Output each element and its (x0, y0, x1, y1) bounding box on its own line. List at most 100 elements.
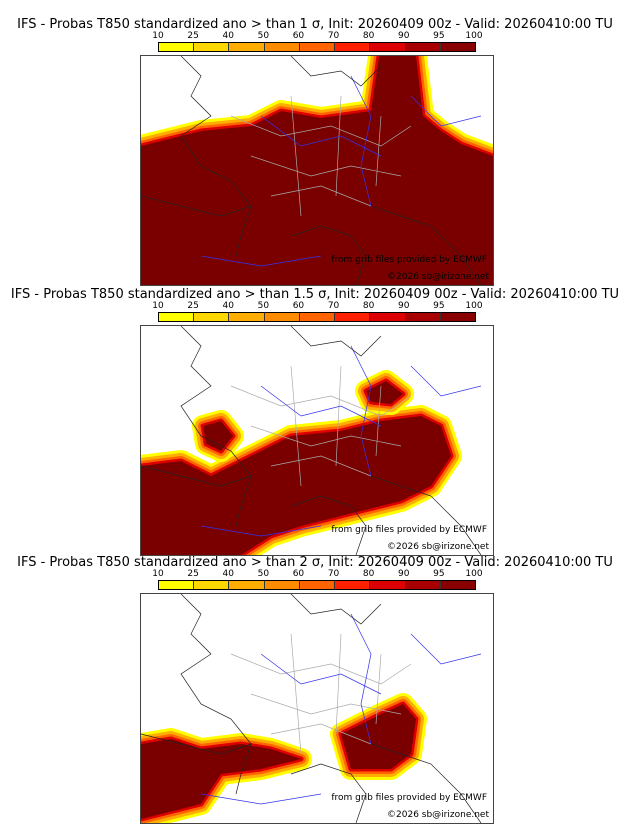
coastline (290, 326, 382, 357)
colorbar-swatch (194, 581, 230, 589)
colorbar-tick: 50 (257, 31, 270, 41)
river (410, 633, 482, 665)
colorbar-swatch (370, 581, 406, 589)
river (350, 75, 372, 207)
river (260, 653, 382, 695)
map-canvas (141, 594, 482, 823)
colorbar-ticks: 10 25 40 50 60 70 80 90 95 100 (152, 301, 482, 311)
river (350, 345, 372, 477)
colorbar-tick: 80 (362, 569, 375, 579)
coastline (180, 326, 252, 527)
river (410, 95, 482, 127)
source-credit: from grib files provided by ECMWF (331, 793, 487, 803)
colorbar-swatch (335, 43, 371, 51)
colorbar-swatch (335, 581, 371, 589)
colorbar-tick: 100 (465, 31, 483, 41)
colorbar (158, 580, 476, 590)
probability-map[interactable]: from grib files provided by ECMWF ©2026 … (140, 55, 494, 286)
probability-map[interactable]: from grib files provided by ECMWF ©2026 … (140, 325, 494, 556)
colorbar-tick: 10 (152, 301, 164, 311)
colorbar-swatch (440, 43, 475, 51)
river (410, 365, 482, 397)
colorbar-tick: 80 (362, 31, 375, 41)
colorbar-swatch (299, 43, 336, 51)
colorbar-tick: 80 (362, 301, 375, 311)
colorbar-tick: 25 (187, 31, 199, 41)
colorbar (158, 42, 476, 52)
colorbar-swatch (194, 43, 230, 51)
colorbar-tick: 95 (433, 31, 445, 41)
colorbar-tick: 100 (465, 301, 483, 311)
colorbar-swatch (440, 313, 475, 321)
coastline (370, 743, 482, 823)
colorbar-swatch (335, 313, 371, 321)
colorbar-tick: 90 (398, 569, 410, 579)
colorbar-tick: 90 (398, 31, 410, 41)
admin-borders (230, 95, 412, 217)
colorbar-tick: 100 (465, 569, 483, 579)
source-credit: from grib files provided by ECMWF (331, 525, 487, 535)
forecast-panel: IFS - Probas T850 standardized ano > tha… (0, 278, 630, 556)
probability-area (366, 381, 403, 404)
panel-title: IFS - Probas T850 standardized ano > tha… (17, 555, 613, 570)
colorbar-swatch (405, 43, 441, 51)
colorbar-tick: 10 (152, 31, 164, 41)
colorbar-tick: 70 (327, 31, 340, 41)
river (200, 525, 322, 537)
colorbar-tick: 10 (152, 569, 164, 579)
panel-title: IFS - Probas T850 standardized ano > tha… (10, 287, 620, 302)
colorbar-ticks: 10 25 40 50 60 70 80 90 95 100 (152, 31, 482, 41)
river (350, 613, 372, 745)
coastline (141, 195, 252, 217)
coastline (290, 495, 367, 555)
colorbar-tick: 40 (222, 569, 234, 579)
map-canvas (141, 56, 493, 285)
forecast-panel: IFS - Probas T850 standardized ano > tha… (0, 8, 630, 286)
probability-area (203, 421, 233, 451)
river (260, 115, 382, 157)
copyright-credit: ©2026 sb@irizone.net (387, 810, 489, 820)
copyright-credit: ©2026 sb@irizone.net (387, 542, 489, 552)
admin-borders (230, 633, 412, 755)
colorbar-tick: 60 (292, 569, 305, 579)
colorbar-tick: 70 (327, 301, 340, 311)
colorbar-swatch (405, 581, 441, 589)
colorbar-swatch (264, 43, 300, 51)
coastline (290, 763, 367, 823)
colorbar-tick: 95 (433, 569, 445, 579)
colorbar-tick: 60 (292, 301, 305, 311)
source-credit: from grib files provided by ECMWF (331, 255, 487, 265)
colorbar-swatch (264, 581, 300, 589)
colorbar-swatch (299, 581, 336, 589)
river (260, 385, 382, 427)
colorbar-swatch (440, 581, 475, 589)
panel-title: IFS - Probas T850 standardized ano > tha… (17, 17, 613, 32)
river (200, 793, 322, 805)
coastline (180, 594, 252, 795)
probability-area (141, 56, 493, 285)
map-canvas (141, 326, 482, 555)
colorbar-tick: 50 (257, 569, 270, 579)
colorbar-tick: 25 (187, 569, 199, 579)
coastline (141, 465, 252, 487)
colorbar-swatch (299, 313, 336, 321)
probability-map[interactable]: from grib files provided by ECMWF ©2026 … (140, 593, 494, 824)
colorbar-tick: 50 (257, 301, 270, 311)
colorbar-swatch (159, 43, 195, 51)
colorbar-tick: 70 (327, 569, 340, 579)
colorbar-swatch (264, 313, 300, 321)
colorbar-tick: 60 (292, 31, 305, 41)
colorbar-tick: 90 (398, 301, 410, 311)
copyright-credit: ©2026 sb@irizone.net (387, 272, 489, 282)
colorbar-swatch (194, 313, 230, 321)
colorbar-tick: 40 (222, 31, 234, 41)
river (200, 255, 322, 267)
coastline (370, 475, 482, 555)
colorbar (158, 312, 476, 322)
coastline (180, 56, 252, 257)
colorbar-swatch (159, 313, 195, 321)
colorbar-swatch (370, 313, 406, 321)
colorbar-swatch (229, 313, 265, 321)
admin-borders (230, 365, 412, 487)
forecast-panel: IFS - Probas T850 standardized ano > tha… (0, 546, 630, 824)
